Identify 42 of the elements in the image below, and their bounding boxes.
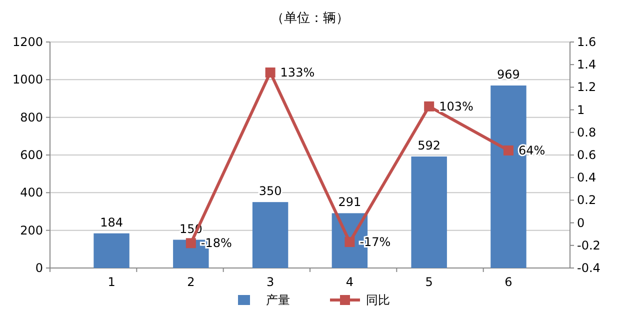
point <box>424 101 434 112</box>
x-tick-label: 2 <box>187 275 195 289</box>
y-tick-label: 400 <box>20 186 43 200</box>
point <box>186 238 196 248</box>
y-tick-label: 0 <box>35 261 43 275</box>
y2-tick-label: 1 <box>577 102 585 117</box>
y2-tick-label: 0.4 <box>577 170 596 185</box>
y-tick-label: 1000 <box>12 72 43 87</box>
data-label: 133% <box>280 66 315 80</box>
y-tick-label: 600 <box>20 148 43 162</box>
y-tick-label: 200 <box>20 223 43 238</box>
y-tick-label: 800 <box>20 110 43 124</box>
x-tick-label: 3 <box>266 275 274 289</box>
x-tick-label: 1 <box>108 275 116 289</box>
y2-tick-label: 0.6 <box>577 148 596 162</box>
y2-tick-label: 1.2 <box>577 80 596 94</box>
y-tick-label: 1200 <box>12 35 43 49</box>
y2-tick-label: -0.2 <box>577 238 600 252</box>
point <box>344 237 355 248</box>
data-label: 291 <box>338 195 362 210</box>
x-tick-label: 6 <box>504 275 512 289</box>
y2-tick-label: -0.4 <box>577 261 600 275</box>
y2-tick-label: 0 <box>577 216 585 230</box>
y2-tick-label: 0.8 <box>577 125 596 140</box>
bar <box>252 202 288 268</box>
x-tick-label: 4 <box>346 275 354 289</box>
point <box>265 68 276 78</box>
bar <box>411 156 447 268</box>
bar <box>94 233 130 268</box>
x-tick-label: 5 <box>425 275 433 289</box>
data-label: 592 <box>418 138 441 153</box>
y2-tick-label: 1.6 <box>577 35 596 49</box>
legend-label: 产量 <box>266 293 290 307</box>
point <box>503 145 514 156</box>
data-label: 969 <box>497 68 520 82</box>
data-label: 184 <box>100 215 123 230</box>
data-label: 350 <box>258 184 282 198</box>
legend-label: 同比 <box>366 293 390 307</box>
y2-tick-label: 0.2 <box>577 193 596 208</box>
chart-subtitle: （单位：辆） <box>271 11 349 26</box>
data-label: 103% <box>439 99 474 114</box>
y2-tick-label: 1.4 <box>577 58 596 72</box>
